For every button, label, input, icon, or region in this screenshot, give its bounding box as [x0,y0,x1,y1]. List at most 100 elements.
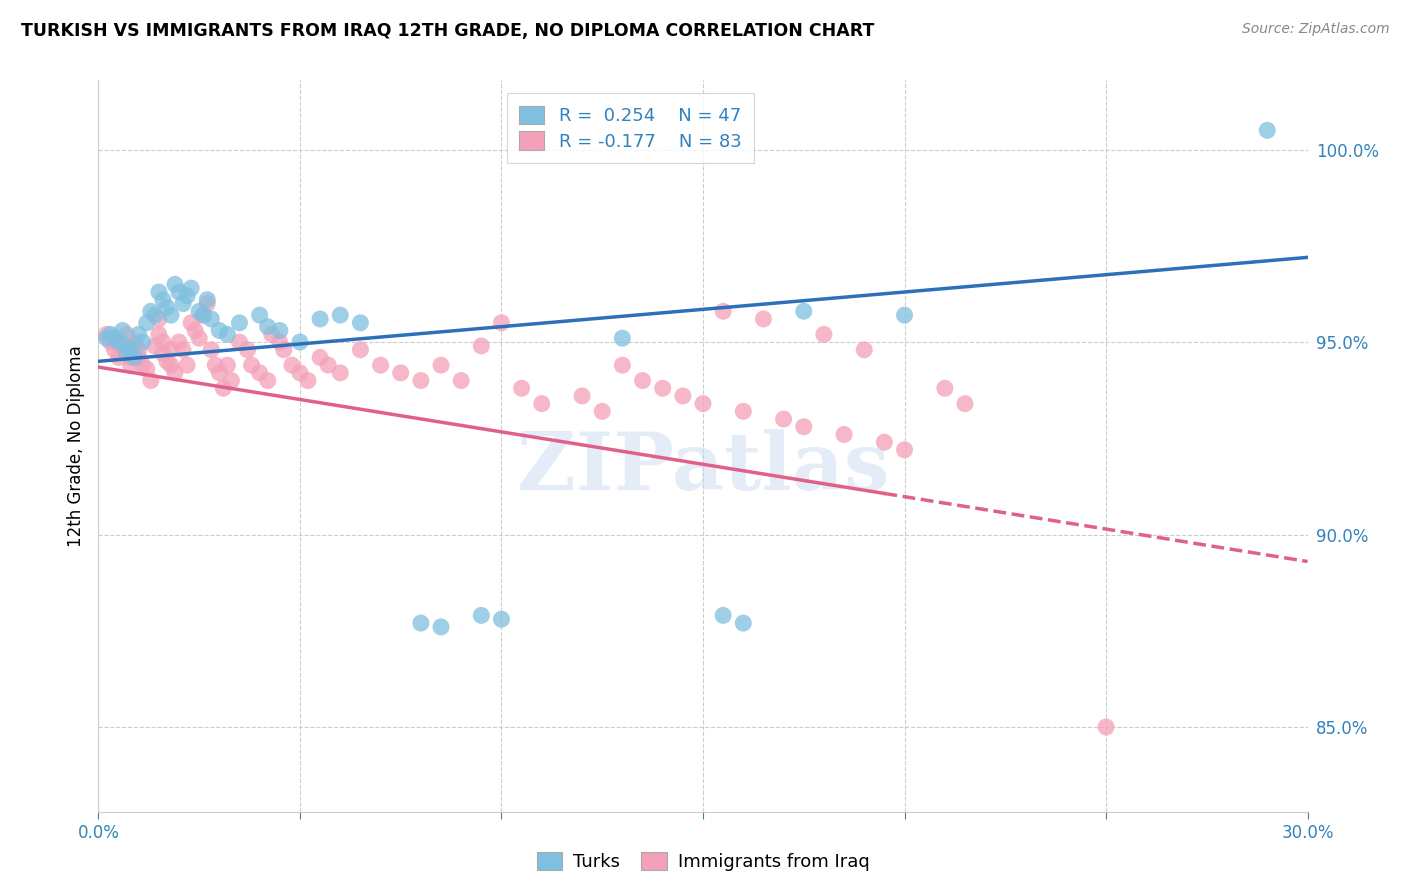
Point [813,327,835,342]
Point [120,351,142,365]
Point [143,339,166,353]
Point [111,339,134,353]
Point [128,343,150,357]
Point [256,374,278,388]
Point [139,374,162,388]
Text: TURKISH VS IMMIGRANTS FROM IRAQ 12TH GRADE, NO DIPLOMA CORRELATION CHART: TURKISH VS IMMIGRANTS FROM IRAQ 12TH GRA… [21,22,875,40]
Point [316,358,339,372]
Point [107,334,129,349]
Point [217,358,239,372]
Point [96,327,118,342]
Point [288,334,311,349]
Point [269,324,291,338]
Point [156,301,179,315]
Point [692,397,714,411]
Point [240,358,263,372]
Point [160,358,183,372]
Point [180,281,202,295]
Point [100,327,122,342]
Point [470,608,492,623]
Legend: Turks, Immigrants from Iraq: Turks, Immigrants from Iraq [530,845,876,879]
Point [288,366,311,380]
Point [152,334,174,349]
Point [128,327,150,342]
Point [135,362,157,376]
Point [200,312,222,326]
Point [132,334,155,349]
Point [510,381,533,395]
Point [711,304,734,318]
Point [651,381,673,395]
Point [450,374,472,388]
Point [309,312,332,326]
Point [228,316,250,330]
Point [148,327,170,342]
Point [221,374,243,388]
Point [228,334,250,349]
Point [733,404,755,418]
Point [236,343,259,357]
Point [934,381,956,395]
Point [103,343,125,357]
Point [167,285,190,299]
Point [195,296,218,310]
Point [204,358,226,372]
Point [188,331,211,345]
Point [107,351,129,365]
Point [297,374,319,388]
Point [733,616,755,631]
Point [281,358,304,372]
Point [571,389,593,403]
Point [793,419,815,434]
Point [195,293,218,307]
Point [591,404,613,418]
Point [208,366,231,380]
Point [163,277,186,292]
Point [128,351,150,365]
Point [107,334,129,349]
Point [893,308,915,322]
Point [160,343,183,357]
Point [249,308,271,322]
Point [200,343,222,357]
Point [772,412,794,426]
Point [349,316,371,330]
Point [115,346,138,360]
Point [152,293,174,307]
Point [530,397,553,411]
Point [120,343,142,357]
Point [212,381,235,395]
Point [176,289,198,303]
Point [873,435,896,450]
Point [631,374,654,388]
Point [893,442,915,457]
Point [124,334,146,349]
Point [430,620,453,634]
Point [612,331,634,345]
Point [193,308,215,322]
Point [148,312,170,326]
Point [953,397,976,411]
Point [139,304,162,318]
Point [491,316,513,330]
Point [793,304,815,318]
Point [124,351,146,365]
Point [184,324,207,338]
Point [156,354,179,368]
Point [180,316,202,330]
Point [172,296,194,310]
Point [711,608,734,623]
Point [208,324,231,338]
Point [103,331,125,345]
Text: ZIPatlas: ZIPatlas [517,429,889,507]
Point [249,366,271,380]
Point [260,327,283,342]
Legend: R =  0.254    N = 47, R = -0.177    N = 83: R = 0.254 N = 47, R = -0.177 N = 83 [506,93,755,163]
Y-axis label: 12th Grade, No Diploma: 12th Grade, No Diploma [66,345,84,547]
Point [309,351,332,365]
Point [409,374,432,388]
Point [176,358,198,372]
Point [111,324,134,338]
Text: Source: ZipAtlas.com: Source: ZipAtlas.com [1241,22,1389,37]
Point [217,327,239,342]
